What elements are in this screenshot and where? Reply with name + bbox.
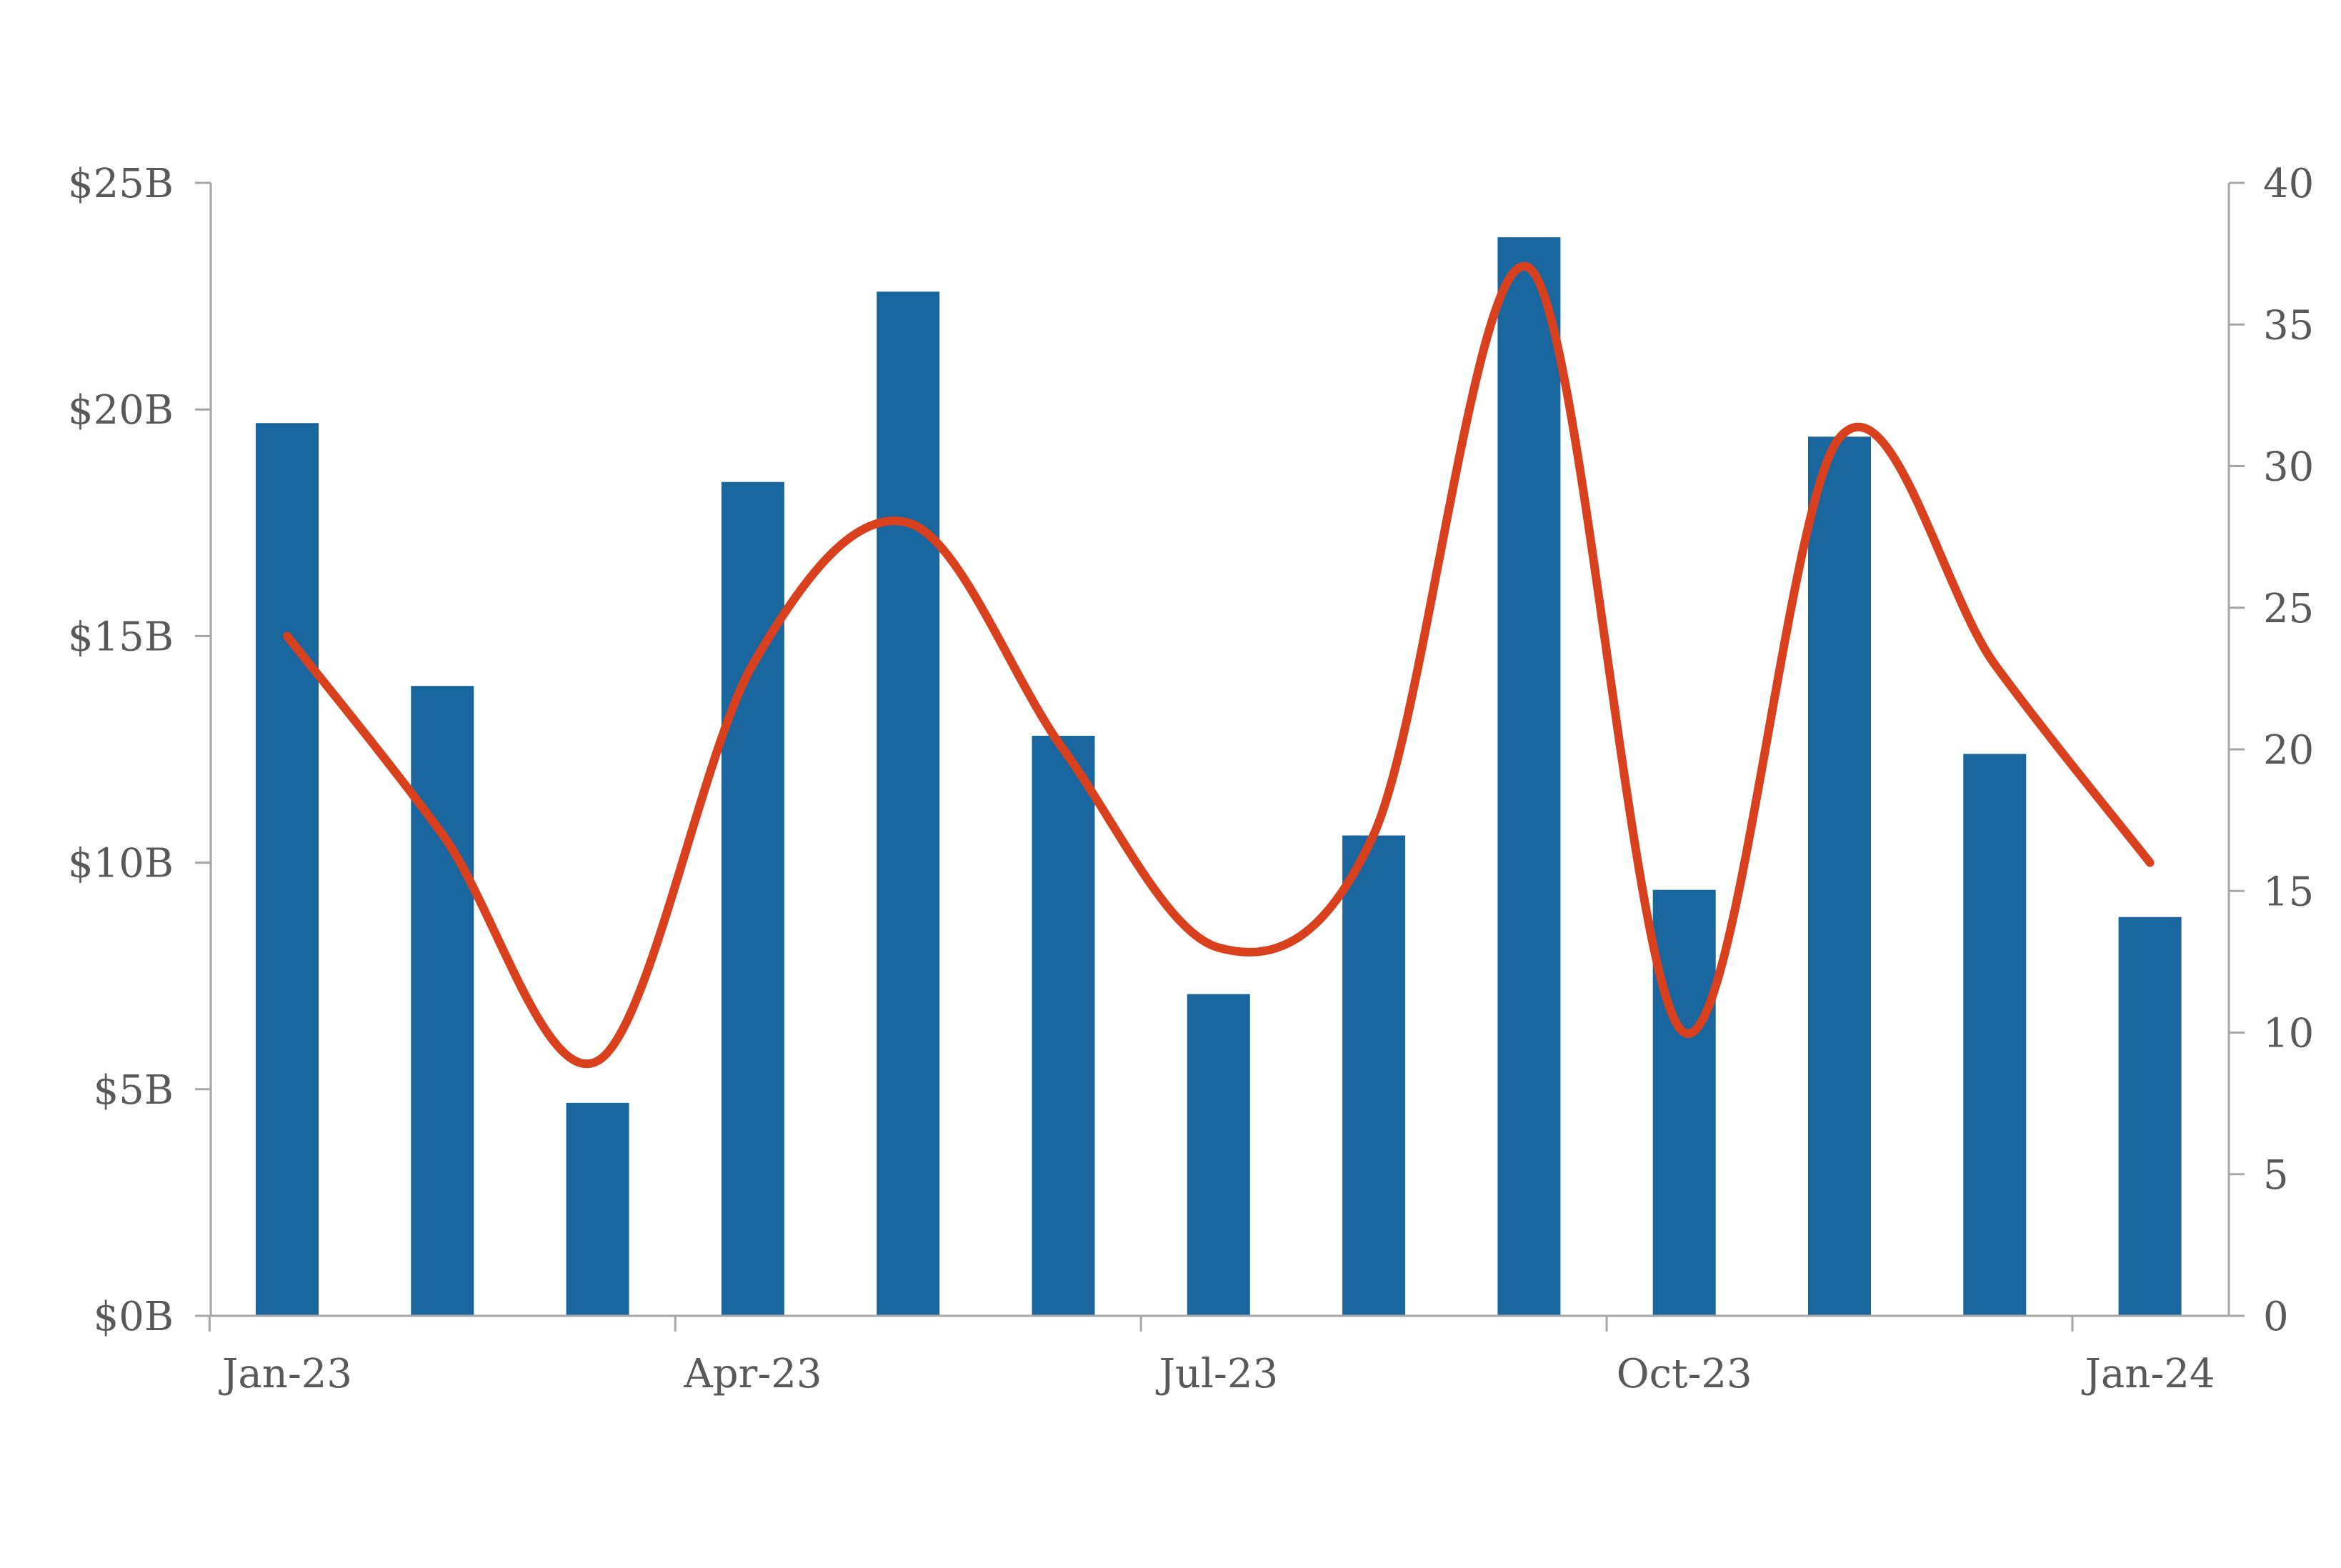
right-y-tick-label: 35 — [2263, 302, 2314, 349]
bar-aug-23 — [1342, 836, 1405, 1316]
right-y-tick-label: 25 — [2263, 586, 2314, 632]
bar-may-23 — [877, 291, 939, 1316]
left-y-tick-label: $5B — [94, 1067, 174, 1114]
bar-jan-23 — [256, 423, 319, 1316]
bar-jun-23 — [1032, 736, 1095, 1316]
bar-sep-23 — [1497, 237, 1560, 1316]
right-y-tick-label: 10 — [2263, 1011, 2314, 1057]
x-tick-label: Jan-24 — [2082, 1351, 2215, 1397]
left-y-tick-label: $15B — [68, 614, 174, 660]
left-y-tick-label: $0B — [94, 1294, 174, 1340]
right-y-tick-label: 20 — [2263, 727, 2314, 774]
bar-dec-23 — [1963, 754, 2026, 1316]
bar-jan-24 — [2119, 917, 2182, 1316]
bar-apr-23 — [722, 482, 784, 1316]
bars-layer — [256, 237, 2182, 1316]
bar-mar-23 — [566, 1103, 629, 1316]
right-y-tick-label: 30 — [2263, 444, 2314, 491]
left-y-tick-label: $20B — [68, 387, 174, 434]
right-y-tick-label: 5 — [2263, 1152, 2289, 1199]
bar-feb-23 — [411, 686, 474, 1316]
x-tick-label: Apr-23 — [683, 1351, 822, 1397]
right-y-tick-label: 15 — [2263, 869, 2314, 915]
right-y-tick-label: 40 — [2263, 161, 2314, 207]
left-y-tick-label: $25B — [68, 161, 174, 207]
x-tick-label: Jan-23 — [219, 1351, 352, 1397]
bar-oct-23 — [1653, 890, 1716, 1316]
right-y-tick-label: 0 — [2263, 1294, 2289, 1340]
bar-nov-23 — [1808, 436, 1871, 1316]
x-tick-label: Jul-23 — [1155, 1351, 1278, 1397]
bar-jul-23 — [1187, 994, 1250, 1316]
left-y-tick-label: $10B — [68, 841, 174, 887]
x-tick-label: Oct-23 — [1617, 1351, 1752, 1397]
